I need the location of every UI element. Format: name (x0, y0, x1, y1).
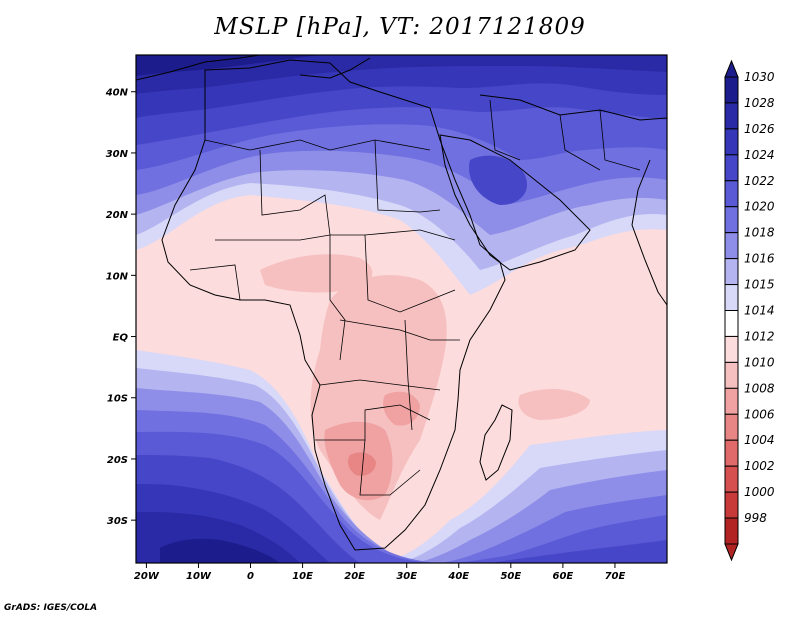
low-1010-indian-ocean (518, 388, 590, 420)
colorbar-label: 1002 (744, 459, 775, 473)
border-line (329, 235, 346, 361)
colorbar-label: 1024 (744, 148, 775, 162)
colorbar-swatch (724, 361, 739, 389)
y-axis: 40N 30N 20N 10N EQ 10S 20S 30S (105, 88, 136, 527)
colorbar: 1030 1028 1026 1024 1022 1020 1018 1016 1015 1014… (724, 59, 775, 562)
border-line (319, 379, 441, 391)
border-line (215, 229, 456, 241)
colorbar-label: 1016 (744, 252, 775, 266)
x-tick-label: 0 (247, 571, 254, 582)
madagascar (479, 404, 513, 481)
colorbar-swatch (724, 258, 739, 286)
colorbar-label: 1020 (744, 200, 775, 214)
colorbar-swatch (724, 128, 739, 156)
arabian-peninsula (439, 134, 591, 271)
x-tick-label: 70E (605, 571, 626, 582)
x-tick-label: 20E (344, 571, 365, 582)
x-tick-label: 10W (186, 571, 212, 582)
colorbar-swatch (724, 491, 739, 519)
low-1010-sahel (260, 254, 373, 293)
credit-label: GrADS: IGES/COLA (4, 603, 98, 613)
border-line (374, 139, 441, 213)
border-line (339, 319, 460, 341)
north-band-1030 (136, 55, 320, 76)
colorbar-swatch (724, 76, 739, 104)
y-tick-label: 20N (106, 210, 129, 221)
y-tick-label: 30S (107, 516, 128, 527)
colorbar-label: 1004 (744, 433, 775, 447)
colorbar-swatch (724, 413, 739, 441)
borders (189, 99, 641, 496)
y-tick-label: 10N (106, 271, 129, 282)
x-tick-label: 40E (447, 571, 469, 582)
colorbar-swatch (724, 310, 739, 337)
y-tick-label: 30N (106, 149, 129, 160)
colorbar-label: 1010 (744, 355, 775, 369)
border-line (404, 319, 413, 431)
x-tick-label: 30E (396, 571, 417, 582)
map-frame (135, 54, 668, 564)
x-tick-label: 50E (500, 571, 521, 582)
border-line (204, 139, 431, 151)
pressure-field (136, 55, 667, 563)
colorbar-label: 1030 (744, 70, 775, 84)
border-line (189, 264, 241, 301)
colorbar-swatch (724, 439, 739, 467)
x-tick-label: 20W (134, 571, 160, 582)
colorbar-label: 1015 (744, 278, 775, 292)
colorbar-label: 1026 (744, 122, 775, 136)
border-line (359, 439, 421, 496)
colorbar-label: 1008 (744, 381, 775, 395)
colorbar-swatch (724, 517, 739, 545)
india-coast (631, 159, 667, 306)
colorbar-label: 1014 (744, 304, 775, 318)
x-tick-label: 60E (553, 571, 574, 582)
colorbar-label: 1022 (744, 174, 775, 188)
x-tick-label: 10E (292, 571, 313, 582)
africa-coastline (161, 59, 506, 551)
south-band-1030 (160, 538, 280, 563)
colorbar-swatch (724, 335, 739, 363)
y-tick-label: EQ (113, 333, 129, 344)
border-line (364, 234, 456, 313)
colorbar-swatch (724, 206, 739, 234)
colorbar-swatch (724, 387, 739, 415)
colorbar-label: 1006 (744, 407, 775, 421)
colorbar-swatch (724, 232, 739, 260)
colorbar-label: 1018 (744, 226, 775, 240)
border-line (489, 99, 641, 171)
y-tick-label: 20S (107, 455, 128, 466)
y-tick-label: 40N (105, 88, 129, 99)
border-line (259, 149, 331, 236)
chart-title: MSLP [hPa], VT: 2017121809 (214, 14, 586, 40)
colorbar-bottom-arrow (724, 543, 739, 562)
colorbar-top-arrow (724, 59, 739, 78)
colorbar-swatch (724, 102, 739, 130)
colorbar-label: 1000 (744, 485, 775, 499)
y-tick-label: 10S (107, 394, 128, 405)
colorbar-label: 1012 (744, 329, 775, 343)
low-1006-kalahari (348, 452, 376, 476)
arabia-high (469, 155, 528, 205)
colorbar-swatch (724, 180, 739, 208)
colorbar-label: 998 (744, 511, 767, 525)
x-axis: 20W 10W 0 10E 20E 30E 40E 50E 60E 70E (134, 563, 626, 582)
colorbar-label: 1028 (744, 96, 775, 110)
colorbar-swatch (724, 154, 739, 182)
coastlines (136, 55, 667, 551)
colorbar-swatch (724, 284, 739, 311)
europe-coast (136, 55, 371, 81)
persian-gulf-coast (479, 94, 667, 121)
colorbar-swatch (724, 465, 739, 493)
